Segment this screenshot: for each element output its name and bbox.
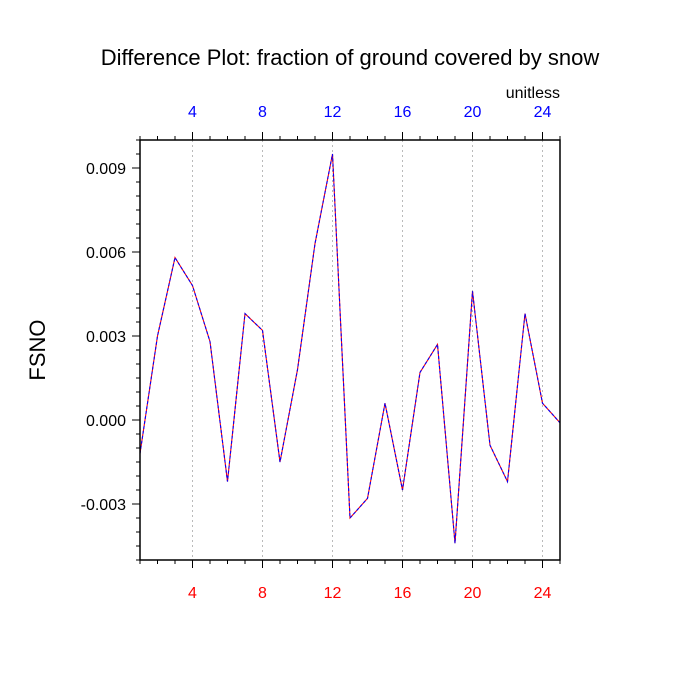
grid-lines — [192, 140, 543, 560]
units-label: unitless — [506, 85, 560, 102]
x-tick-label-top: 20 — [464, 104, 482, 121]
y-tick-label: 0.006 — [86, 245, 126, 262]
chart-title: Difference Plot: fraction of ground cove… — [101, 45, 600, 70]
x-tick-label-bottom: 8 — [258, 585, 267, 602]
x-tick-label-bottom: 16 — [394, 585, 412, 602]
x-tick-label-top: 8 — [258, 104, 267, 121]
series-1-line — [139, 153, 561, 544]
series-2-line — [139, 153, 561, 544]
x-tick-label-bottom: 24 — [534, 585, 552, 602]
x-tick-label-bottom: 12 — [324, 585, 342, 602]
tick-labels: 0.009 0.006 0.003 0.000 -0.003 4 4 8 8 12 12 16 16 20… — [81, 104, 552, 602]
x-tick-label-top: 12 — [324, 104, 342, 121]
y-tick-label: 0.000 — [86, 413, 126, 430]
x-tick-label-top: 24 — [534, 104, 552, 121]
y-axis-label: FSNO — [25, 319, 50, 380]
series-lines — [139, 153, 561, 544]
x-tick-label-bottom: 20 — [464, 585, 482, 602]
axis-ticks — [132, 132, 561, 568]
x-tick-label-top: 4 — [188, 104, 197, 121]
y-tick-label: 0.009 — [86, 161, 126, 178]
y-tick-label: -0.003 — [81, 497, 126, 514]
plot-frame — [139, 139, 561, 561]
y-tick-label: 0.003 — [86, 329, 126, 346]
x-tick-label-top: 16 — [394, 104, 412, 121]
x-tick-label-bottom: 4 — [188, 585, 197, 602]
